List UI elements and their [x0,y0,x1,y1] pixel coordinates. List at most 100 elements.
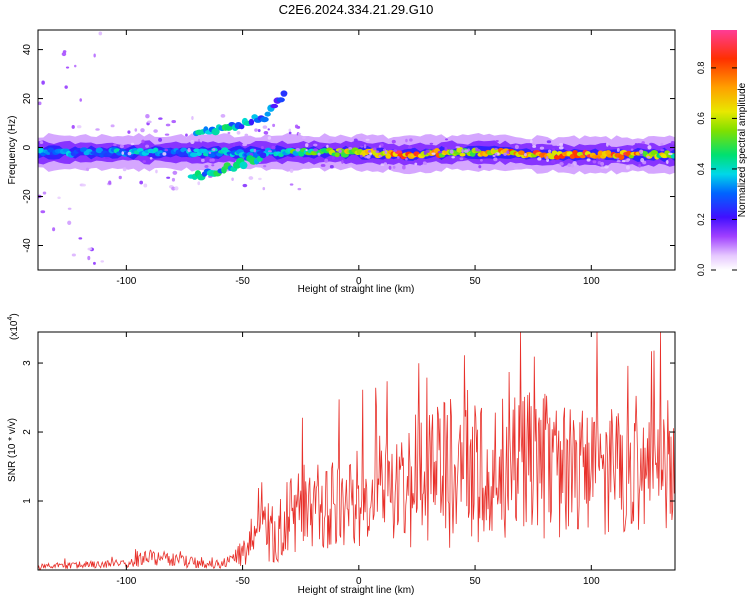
spectrogram-speckle [546,140,552,144]
spectrogram-speckle [532,145,537,148]
colorbar: 0.0 0.2 0.4 0.6 0.8 Normalized spectral ampl… [696,30,748,276]
spectrogram-speckle [211,158,215,162]
spectrogram-speckle [324,158,329,163]
spectrogram-speckle [71,253,76,257]
spectrogram-speckle [209,158,213,162]
spectrogram-speckle [647,145,652,150]
spectrogram-speckle [141,139,145,144]
snr-y-tick-label: 2 [22,429,33,435]
spectrogram-speckle [158,137,163,142]
spectrogram-speckle [539,146,545,150]
spectrogram-speckle [660,142,664,146]
spectrogram-speckle [187,147,191,152]
spectrogram-speckle [236,130,241,135]
spectrogram-speckle [524,152,527,157]
spectrogram-speckle [130,142,135,146]
spectrogram-speckle [666,160,669,165]
spectrogram-speckle [93,261,96,265]
spectrogram-x-ticks: -100 -50 0 50 100 [116,30,600,287]
spectrogram-speckle [301,136,306,139]
spectrogram-speckle [464,149,469,153]
spectrogram-speckle [153,129,158,133]
spectrogram-speckle [272,123,276,128]
spectrogram-marks [38,31,675,265]
spectrogram-speckle [513,166,519,170]
spectrogram-speckle [231,177,234,181]
spectrogram-speckle [592,160,597,164]
spectrogram-speckle [165,123,171,127]
spectrogram-speckle [405,138,408,143]
spectrogram-speckle [82,183,86,187]
spectrogram-speckle [191,116,194,121]
spectrogram-y-ticks: -40 -20 0 20 40 [22,44,675,253]
spectrogram-speckle [171,177,176,182]
spectrogram-speckle [61,52,67,57]
spectrogram-speckle [475,147,478,151]
spectrogram-cell [670,153,675,159]
spectrogram-x-tick-label: -50 [235,276,250,287]
spectrogram-speckle [294,124,299,129]
spectrogram-speckle [204,164,209,169]
spectrogram-speckle [171,119,177,124]
spectrogram-speckle [625,159,630,163]
spectrogram-speckle [559,143,564,147]
spectrogram-cell [95,147,104,154]
spectrogram-speckle [295,147,301,152]
spectrogram-speckle [372,147,377,151]
spectrogram-speckle [110,124,115,128]
spectrogram-y-tick-label: 20 [22,93,33,105]
spectrogram-cell [569,154,576,159]
spectrogram-speckle [586,158,591,162]
spectrogram-speckle [93,53,96,58]
spectrogram-speckle [248,176,254,180]
spectrogram-speckle [378,145,382,148]
spectrogram-speckle [122,167,127,172]
colorbar-tick-label: 0.2 [696,213,706,226]
spectrogram-speckle [414,162,418,166]
spectrogram-speckle [164,133,170,136]
snr-x-tick-label: 0 [356,576,362,587]
spectrogram-cell [152,147,159,153]
snr-frame [37,331,676,571]
spectrogram-speckle [78,237,83,240]
spectrogram-speckle [100,260,105,263]
spectrogram-speckle [492,154,496,157]
spectrogram-speckle [425,149,430,153]
spectrogram-branch-cell [211,128,220,136]
spectrogram-cell [553,155,561,160]
spectrogram-speckle [366,155,371,159]
spectrogram-y-tick-label: 0 [22,144,33,150]
spectrogram-speckle [254,128,258,132]
spectrogram-speckle [668,152,673,156]
spectrogram-speckle [105,157,110,160]
spectrogram-speckle [347,165,352,168]
spectrogram-speckle [260,145,264,150]
spectrogram-cell [579,154,586,159]
spectrogram-cell [459,152,466,157]
spectrogram-speckle [57,196,61,200]
spectrogram-x-tick-label: 100 [583,276,600,287]
spectrogram-speckle [95,128,100,131]
spectrogram-speckle [429,142,434,145]
snr-x-axis-label: Height of straight line (km) [298,585,415,596]
spectrogram-speckle [242,143,247,147]
snr-y-axis-label: SNR (10 * v/v) [7,418,18,482]
spectrogram-speckle [41,80,45,85]
spectrogram-speckle [158,117,163,120]
snr-y-multiplier-close: ) [9,313,20,316]
spectrogram-speckle [459,157,464,161]
spectrogram-speckle [449,149,454,154]
spectrogram-speckle [257,128,261,133]
spectrogram-speckle [185,133,188,137]
spectrogram-speckle [493,157,498,162]
spectrogram-speckle [641,141,645,145]
spectrogram-speckle [38,101,42,106]
spectrogram-speckle [87,255,91,261]
spectrogram-speckle [126,144,130,148]
spectrogram-speckle [545,156,549,160]
spectrogram-speckle [369,152,372,156]
spectrogram-speckle [640,157,645,163]
spectrogram-x-tick-label: -100 [116,276,136,287]
spectrogram-speckle [503,152,507,156]
